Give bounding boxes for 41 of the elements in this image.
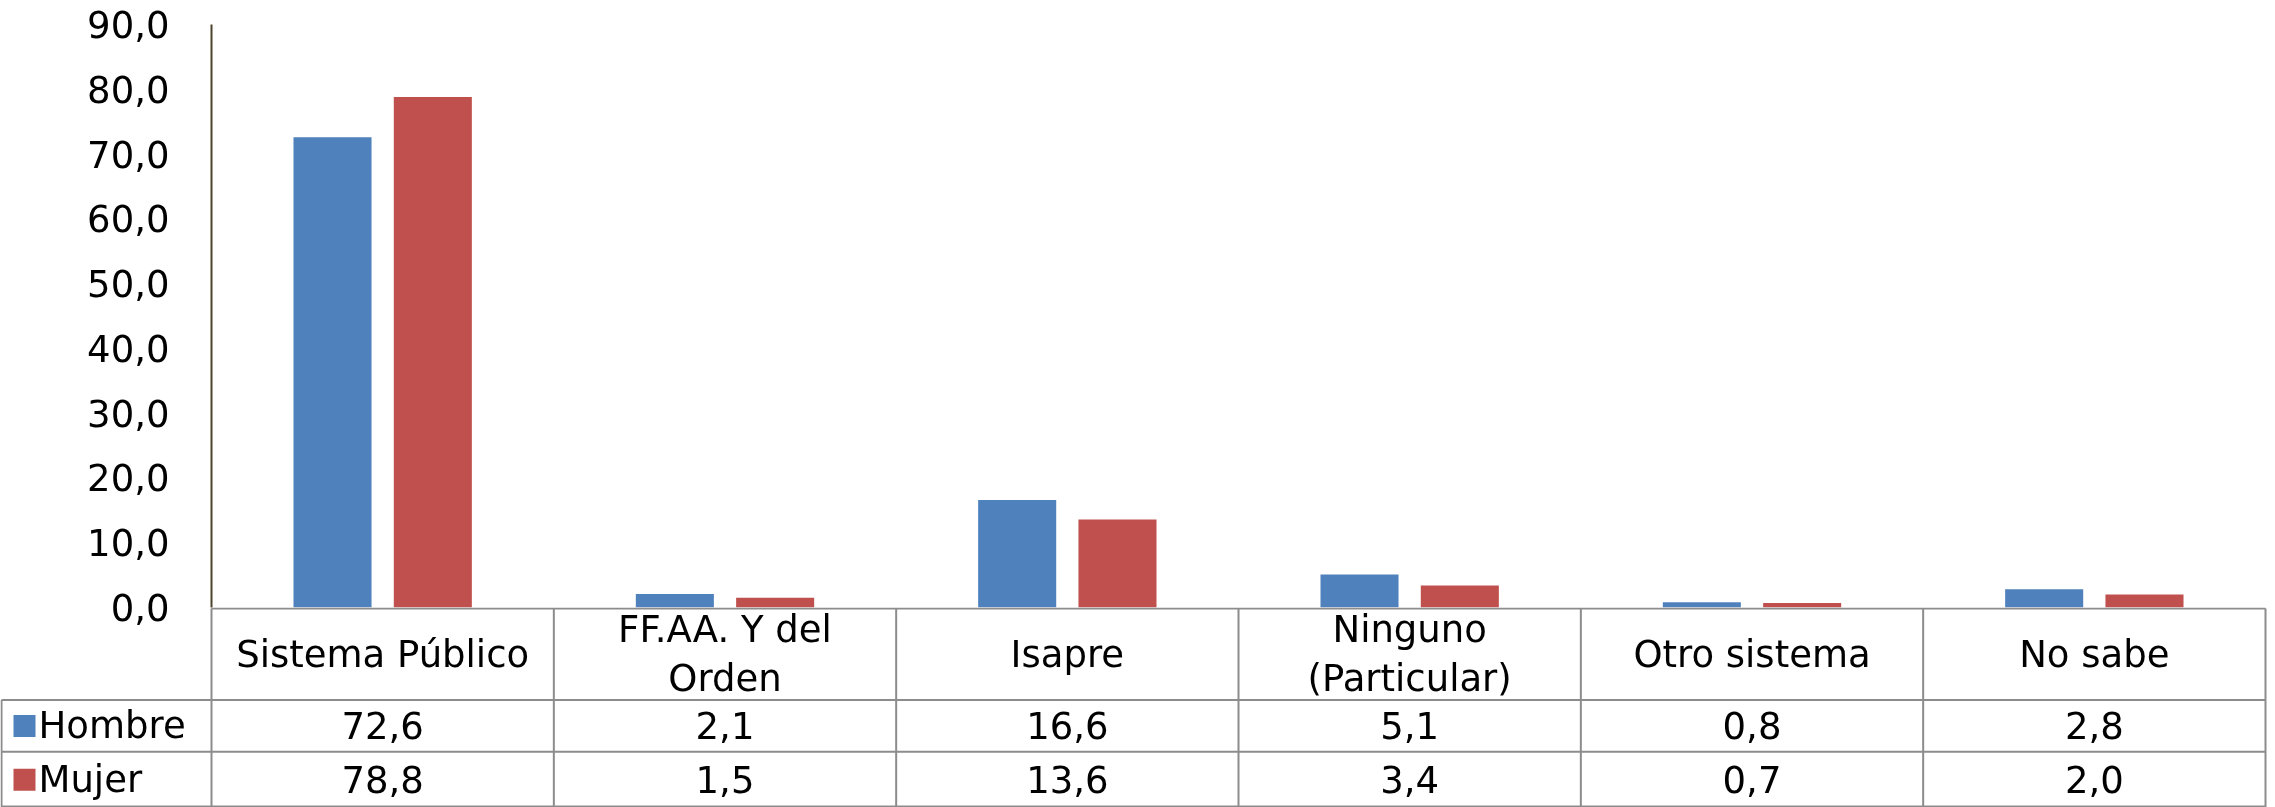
x-tick-label: Isapre <box>1010 632 1125 676</box>
data-label: 13,6 <box>1026 759 1109 803</box>
x-tick-label: Ninguno (Particular) <box>1307 608 1512 701</box>
x-tick-label: FF.AA. Y del Orden <box>618 608 832 701</box>
y-tick-label: 0,0 <box>110 587 170 630</box>
data-label: 2,0 <box>2064 759 2124 803</box>
y-tick-label: 40,0 <box>87 327 170 371</box>
bar <box>1078 519 1157 608</box>
data-label: 1,5 <box>695 759 755 803</box>
bar <box>2005 589 2084 608</box>
x-tick-label: No sabe <box>2019 632 2170 676</box>
y-tick-label: 80,0 <box>87 68 170 112</box>
bar <box>393 97 472 608</box>
data-label: 0,8 <box>1722 705 1782 749</box>
y-tick-label: 20,0 <box>87 457 170 501</box>
data-label: 2,8 <box>2064 705 2124 749</box>
data-label: 0,7 <box>1722 759 1782 803</box>
bar <box>1662 602 1741 608</box>
x-tick-label: Sistema Público <box>236 632 530 676</box>
y-tick-label: 10,0 <box>87 522 170 566</box>
data-label: 2,1 <box>695 705 755 749</box>
bar <box>1320 574 1399 608</box>
data-label: 78,8 <box>341 759 424 803</box>
legend-label: Hombre <box>38 704 186 748</box>
y-tick-label: 60,0 <box>87 198 170 242</box>
y-tick-label: 70,0 <box>87 133 170 177</box>
bar <box>736 597 815 608</box>
bar <box>978 499 1057 608</box>
bar <box>635 593 714 608</box>
bar <box>293 137 372 608</box>
data-label: 3,4 <box>1380 759 1440 803</box>
bar <box>2105 594 2184 608</box>
data-label: 5,1 <box>1380 705 1440 749</box>
bar <box>1420 585 1499 608</box>
y-tick-label: 30,0 <box>87 392 170 436</box>
data-label: 16,6 <box>1026 705 1109 749</box>
legend-label: Mujer <box>38 758 143 802</box>
y-tick-label: 50,0 <box>87 263 170 307</box>
data-label: 72,6 <box>341 705 424 749</box>
y-tick-label: 90,0 <box>87 4 170 47</box>
x-tick-label: Otro sistema <box>1633 632 1871 676</box>
